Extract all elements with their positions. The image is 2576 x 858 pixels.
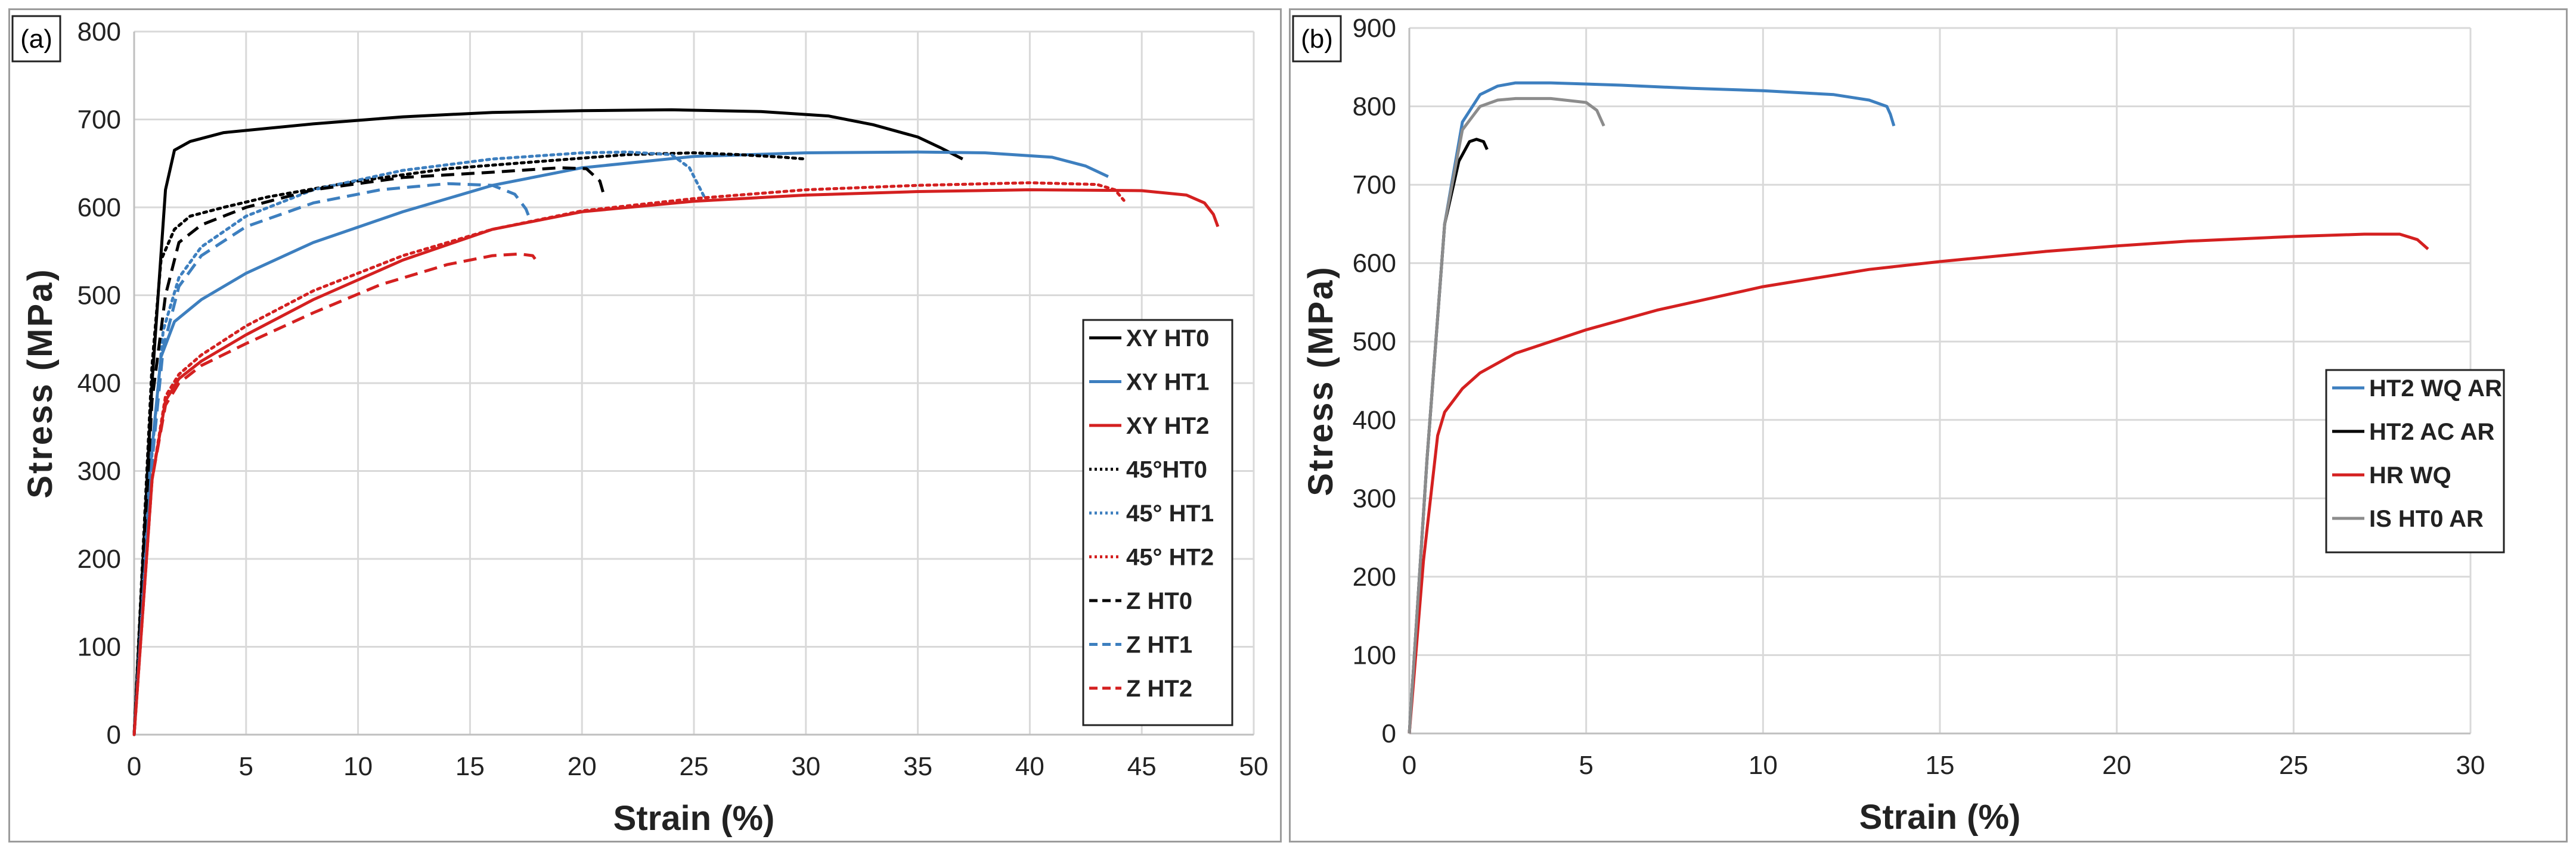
y-tick-label: 200	[1353, 562, 1396, 592]
x-tick-label: 25	[2279, 751, 2308, 780]
legend-label: Z HT1	[1126, 632, 1192, 658]
x-tick-label: 10	[1749, 751, 1778, 780]
legend-label: XY HT0	[1126, 325, 1209, 352]
x-axis-label: Strain (%)	[1859, 798, 2021, 837]
y-tick-label: 300	[1353, 484, 1396, 513]
x-tick-label: 0	[1402, 751, 1416, 780]
x-tick-label: 5	[1579, 751, 1593, 780]
y-tick-label: 100	[78, 633, 121, 662]
series-line-b-3	[1408, 97, 1605, 734]
x-tick-label: 50	[1239, 752, 1269, 781]
legend-label: 45° HT2	[1126, 545, 1214, 571]
x-tick-label: 5	[239, 752, 253, 781]
series-line-a-0	[132, 108, 963, 735]
chart-a-svg: 0 100 200 300 400 500 600 700 800 0 5 10 15 20 25 30 35 4…	[11, 15, 1269, 838]
y-axis-label: Stress (MPa)	[1301, 265, 1340, 496]
legend-label: 45°HT0	[1126, 457, 1207, 483]
chart-b-svg: 0 100 200 300 400 500 600 700 800 900 0 5 10 15 20 25 30…	[1292, 14, 2505, 837]
x-tick-label: 30	[2456, 751, 2485, 780]
series-line-b-0	[1408, 81, 1896, 734]
legend-label: Z HT0	[1126, 588, 1192, 614]
series-line-a-2	[132, 188, 1220, 735]
y-tick-label: 500	[1353, 327, 1396, 356]
chart-panel-a: 0 100 200 300 400 500 600 700 800 0 5 10 15 20 25 30 35 4…	[8, 8, 1282, 843]
series-line-a-5	[132, 181, 1126, 736]
y-tick-label: 200	[78, 545, 121, 574]
x-tick-label: 10	[343, 752, 373, 781]
series-line-a-6	[132, 166, 606, 735]
x-tick-label: 25	[680, 752, 709, 781]
legend-label: IS HT0 AR	[2369, 506, 2484, 532]
x-tick-label: 20	[2102, 751, 2131, 780]
x-tick-label: 40	[1015, 752, 1044, 781]
y-tick-label: 500	[78, 281, 121, 310]
x-tick-label: 45	[1127, 752, 1157, 781]
y-tick-label: 0	[1382, 719, 1396, 748]
y-tick-label: 900	[1353, 14, 1396, 43]
y-tick-label: 700	[78, 105, 121, 135]
legend-label: XY HT1	[1126, 369, 1209, 396]
chart-panel-b: 0 100 200 300 400 500 600 700 800 900 0 5 10 15 20 25 30…	[1289, 8, 2568, 843]
y-tick-label: 800	[1353, 92, 1396, 122]
x-tick-label: 30	[791, 752, 820, 781]
y-tick-label: 600	[1353, 249, 1396, 278]
x-tick-label: 15	[1926, 751, 1955, 780]
panel-tag: (b)	[1301, 24, 1333, 54]
series-line-a-4	[132, 150, 707, 736]
y-tick-label: 700	[1353, 170, 1396, 200]
y-tick-label: 100	[1353, 641, 1396, 670]
y-tick-label: 600	[78, 193, 121, 222]
legend-label: Z HT2	[1126, 676, 1192, 702]
series-line-b-2	[1408, 232, 2429, 734]
legend-label: XY HT2	[1126, 413, 1209, 439]
series-line-a-8	[132, 252, 539, 735]
x-axis-label: Strain (%)	[613, 799, 775, 838]
y-tick-label: 400	[1353, 406, 1396, 435]
y-tick-label: 300	[78, 457, 121, 486]
x-tick-label: 35	[903, 752, 932, 781]
y-axis-label: Stress (MPa)	[21, 268, 60, 498]
legend-label: HT2 AC AR	[2369, 419, 2494, 445]
series-line-a-3	[132, 151, 808, 736]
x-tick-label: 20	[568, 752, 597, 781]
y-tick-label: 0	[107, 720, 121, 750]
panel-tag-box	[1292, 15, 1342, 63]
legend-label: HR WQ	[2369, 462, 2451, 489]
legend-label: 45° HT1	[1126, 500, 1214, 527]
y-tick-label: 800	[78, 17, 121, 46]
y-tick-label: 400	[78, 369, 121, 398]
legend-box	[1082, 319, 1233, 726]
panel-tag-box	[11, 15, 61, 63]
x-tick-label: 0	[127, 752, 141, 781]
legend-label: HT2 WQ AR	[2369, 375, 2502, 402]
series-line-b-1	[1408, 138, 1489, 734]
x-tick-label: 15	[455, 752, 485, 781]
legend-box	[2325, 369, 2505, 554]
panel-tag: (a)	[20, 24, 52, 54]
series-line-a-7	[132, 182, 532, 735]
